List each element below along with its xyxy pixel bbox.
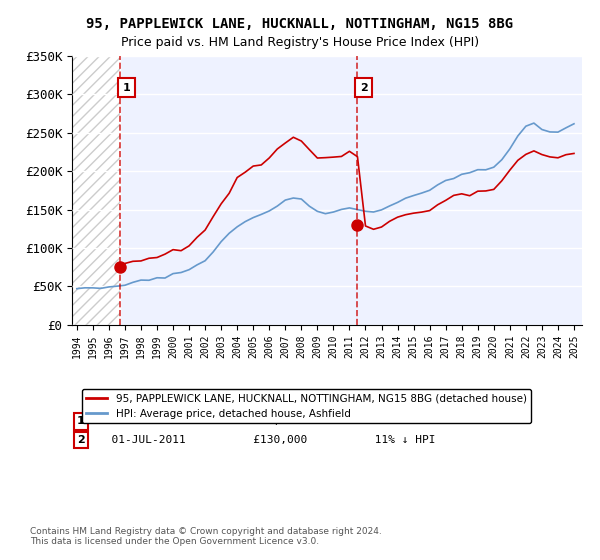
Text: 01-JUL-2011          £130,000          11% ↓ HPI: 01-JUL-2011 £130,000 11% ↓ HPI [97, 435, 435, 445]
Bar [69, 56, 120, 325]
Bar [69, 56, 120, 325]
Text: 1: 1 [77, 416, 85, 426]
Text: 16-SEP-1996          £75,000          30% ↑ HPI: 16-SEP-1996 £75,000 30% ↑ HPI [97, 416, 428, 426]
Legend: 95, PAPPLEWICK LANE, HUCKNALL, NOTTINGHAM, NG15 8BG (detached house), HPI: Avera: 95, PAPPLEWICK LANE, HUCKNALL, NOTTINGHA… [82, 389, 531, 423]
Text: Contains HM Land Registry data © Crown copyright and database right 2024.
This d: Contains HM Land Registry data © Crown c… [30, 526, 382, 546]
Text: Price paid vs. HM Land Registry's House Price Index (HPI): Price paid vs. HM Land Registry's House … [121, 36, 479, 49]
Text: 2: 2 [77, 435, 85, 445]
Text: 1: 1 [122, 82, 130, 92]
Text: 2: 2 [360, 82, 368, 92]
Text: 95, PAPPLEWICK LANE, HUCKNALL, NOTTINGHAM, NG15 8BG: 95, PAPPLEWICK LANE, HUCKNALL, NOTTINGHA… [86, 17, 514, 31]
